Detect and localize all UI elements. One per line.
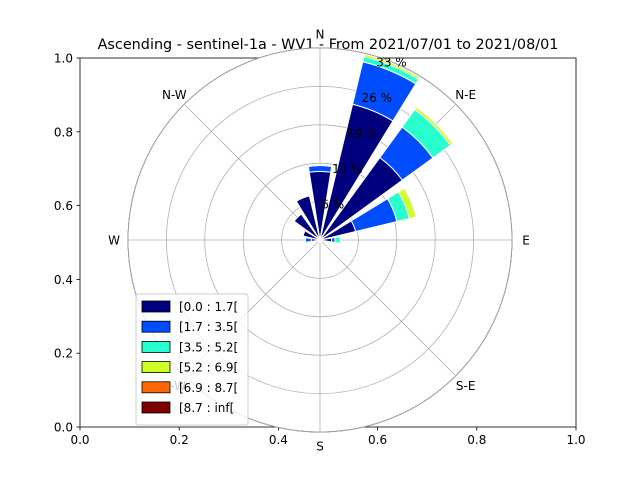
radial-tick-label: 26 % <box>362 91 393 105</box>
y-tick-label: 0.2 <box>54 347 73 361</box>
radial-tick-label: 33 % <box>376 56 407 70</box>
legend-label: [3.5 : 5.2[ <box>179 340 238 354</box>
wind-bar <box>302 230 321 241</box>
legend-label: [0.0 : 1.7[ <box>179 300 238 314</box>
x-tick-label: 0.6 <box>368 433 387 447</box>
radial-gridline <box>165 85 475 395</box>
x-tick-label: 1.0 <box>566 433 585 447</box>
wind-bar <box>363 53 421 80</box>
angular-gridline <box>319 239 457 377</box>
y-tick-label: 0.4 <box>54 273 73 287</box>
legend-swatch <box>141 320 171 333</box>
direction-label: S <box>316 440 324 454</box>
legend-swatch <box>141 361 171 374</box>
legend: [0.0 : 1.7[ [1.7 : 3.5[ [3.5 : 5.2[ [5.2 : … <box>135 293 249 426</box>
wind-bar <box>307 163 333 168</box>
legend-label: [8.7 : inf[ <box>179 401 234 415</box>
radial-gridline <box>127 47 513 433</box>
direction-label: W <box>108 234 120 248</box>
direction-label: E <box>522 234 530 248</box>
direction-label: N-E <box>455 88 476 102</box>
legend-label: [5.2 : 6.9[ <box>179 361 238 375</box>
direction-label: S-E <box>456 379 476 393</box>
wind-bar <box>397 187 417 220</box>
wind-bar <box>304 237 312 243</box>
legend-label: [1.7 : 3.5[ <box>179 320 238 334</box>
wind-bar <box>414 106 454 146</box>
wind-bar <box>295 195 321 241</box>
legend-swatch <box>141 401 171 414</box>
wind-bar <box>334 236 341 244</box>
radial-tick-label: 12 % <box>332 162 363 176</box>
y-tick-label: 0.6 <box>54 199 73 213</box>
wind-bar <box>307 165 333 173</box>
wind-bar <box>293 213 321 241</box>
y-tick-label: 0.8 <box>54 125 73 139</box>
x-tick-label: 0.8 <box>467 433 486 447</box>
chart-title: Ascending - sentinel-1a - WV1 - From 202… <box>98 37 559 53</box>
wind-bar <box>321 240 324 243</box>
direction-label: N-W <box>162 88 187 102</box>
x-tick-label: 0.0 <box>70 433 89 447</box>
radial-tick-label: 6 % <box>321 198 344 212</box>
legend-swatch <box>141 340 171 353</box>
x-tick-label: 0.4 <box>269 433 288 447</box>
y-tick-label: 1.0 <box>54 52 73 66</box>
direction-label: N <box>316 28 325 42</box>
x-tick-label: 0.2 <box>170 433 189 447</box>
radial-gridline <box>204 124 436 356</box>
radial-tick-label: 19 % <box>347 127 378 141</box>
legend-label: [6.9 : 8.7[ <box>179 381 238 395</box>
y-tick-label: 0.0 <box>54 421 73 435</box>
legend-swatch <box>141 381 171 394</box>
cartesian-axes: 0.0 0.2 0.4 0.6 0.8 1.0 0.0 0.2 0.4 0.6 0.8 1.0 <box>54 52 586 448</box>
legend-swatch <box>141 300 171 313</box>
radial-gridline <box>242 162 398 318</box>
